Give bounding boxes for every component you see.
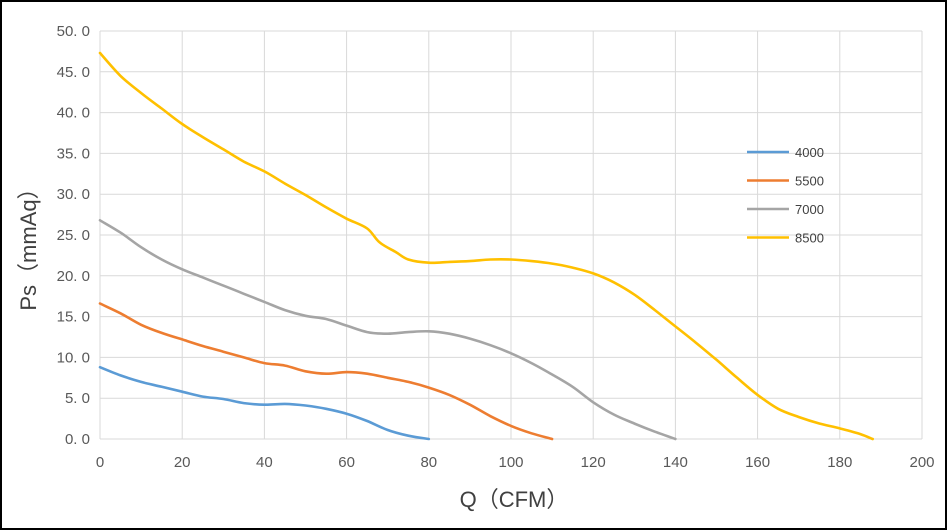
y-tick-label: 20. 0 bbox=[57, 268, 90, 285]
y-tick-label: 0. 0 bbox=[65, 431, 90, 448]
x-tick-label: 100 bbox=[498, 454, 523, 471]
legend-label-8500: 8500 bbox=[795, 231, 824, 246]
legend-label-4000: 4000 bbox=[795, 145, 824, 160]
x-tick-label: 120 bbox=[581, 454, 606, 471]
x-tick-label: 40 bbox=[256, 454, 273, 471]
y-tick-label: 45. 0 bbox=[57, 64, 90, 81]
x-tick-label: 0 bbox=[96, 454, 104, 471]
y-tick-label: 40. 0 bbox=[57, 105, 90, 122]
y-axis-ticks: 0. 0 5. 0 10. 0 15. 0 20. 0 25. 0 30. 0 35. 0 40… bbox=[57, 23, 90, 448]
y-axis-title: Ps（mmAq） bbox=[16, 177, 41, 310]
y-tick-label: 30. 0 bbox=[57, 186, 90, 203]
y-tick-label: 10. 0 bbox=[57, 349, 90, 366]
x-axis-ticks: 0 20 40 60 80 100 120 140 160 180 200 bbox=[96, 454, 935, 471]
y-tick-label: 25. 0 bbox=[57, 227, 90, 244]
x-tick-label: 60 bbox=[338, 454, 355, 471]
x-axis-title: Q（CFM） bbox=[460, 487, 569, 512]
series-line-8500 bbox=[98, 51, 874, 441]
series-line-4000 bbox=[98, 365, 431, 441]
series-lines bbox=[98, 51, 874, 441]
y-tick-label: 15. 0 bbox=[57, 309, 90, 326]
legend: 4000 5500 7000 8500 bbox=[747, 145, 824, 246]
x-tick-label: 200 bbox=[909, 454, 934, 471]
grid-lines bbox=[99, 30, 923, 440]
x-tick-label: 140 bbox=[663, 454, 688, 471]
x-tick-label: 180 bbox=[827, 454, 852, 471]
legend-label-7000: 7000 bbox=[795, 202, 824, 217]
y-tick-label: 35. 0 bbox=[57, 145, 90, 162]
legend-label-5500: 5500 bbox=[795, 174, 824, 189]
x-tick-label: 20 bbox=[174, 454, 191, 471]
y-tick-label: 50. 0 bbox=[57, 23, 90, 40]
x-tick-label: 160 bbox=[745, 454, 770, 471]
x-tick-label: 80 bbox=[420, 454, 437, 471]
series-line-7000 bbox=[98, 219, 677, 441]
y-tick-label: 5. 0 bbox=[65, 390, 90, 407]
series-line-5500 bbox=[98, 302, 554, 441]
